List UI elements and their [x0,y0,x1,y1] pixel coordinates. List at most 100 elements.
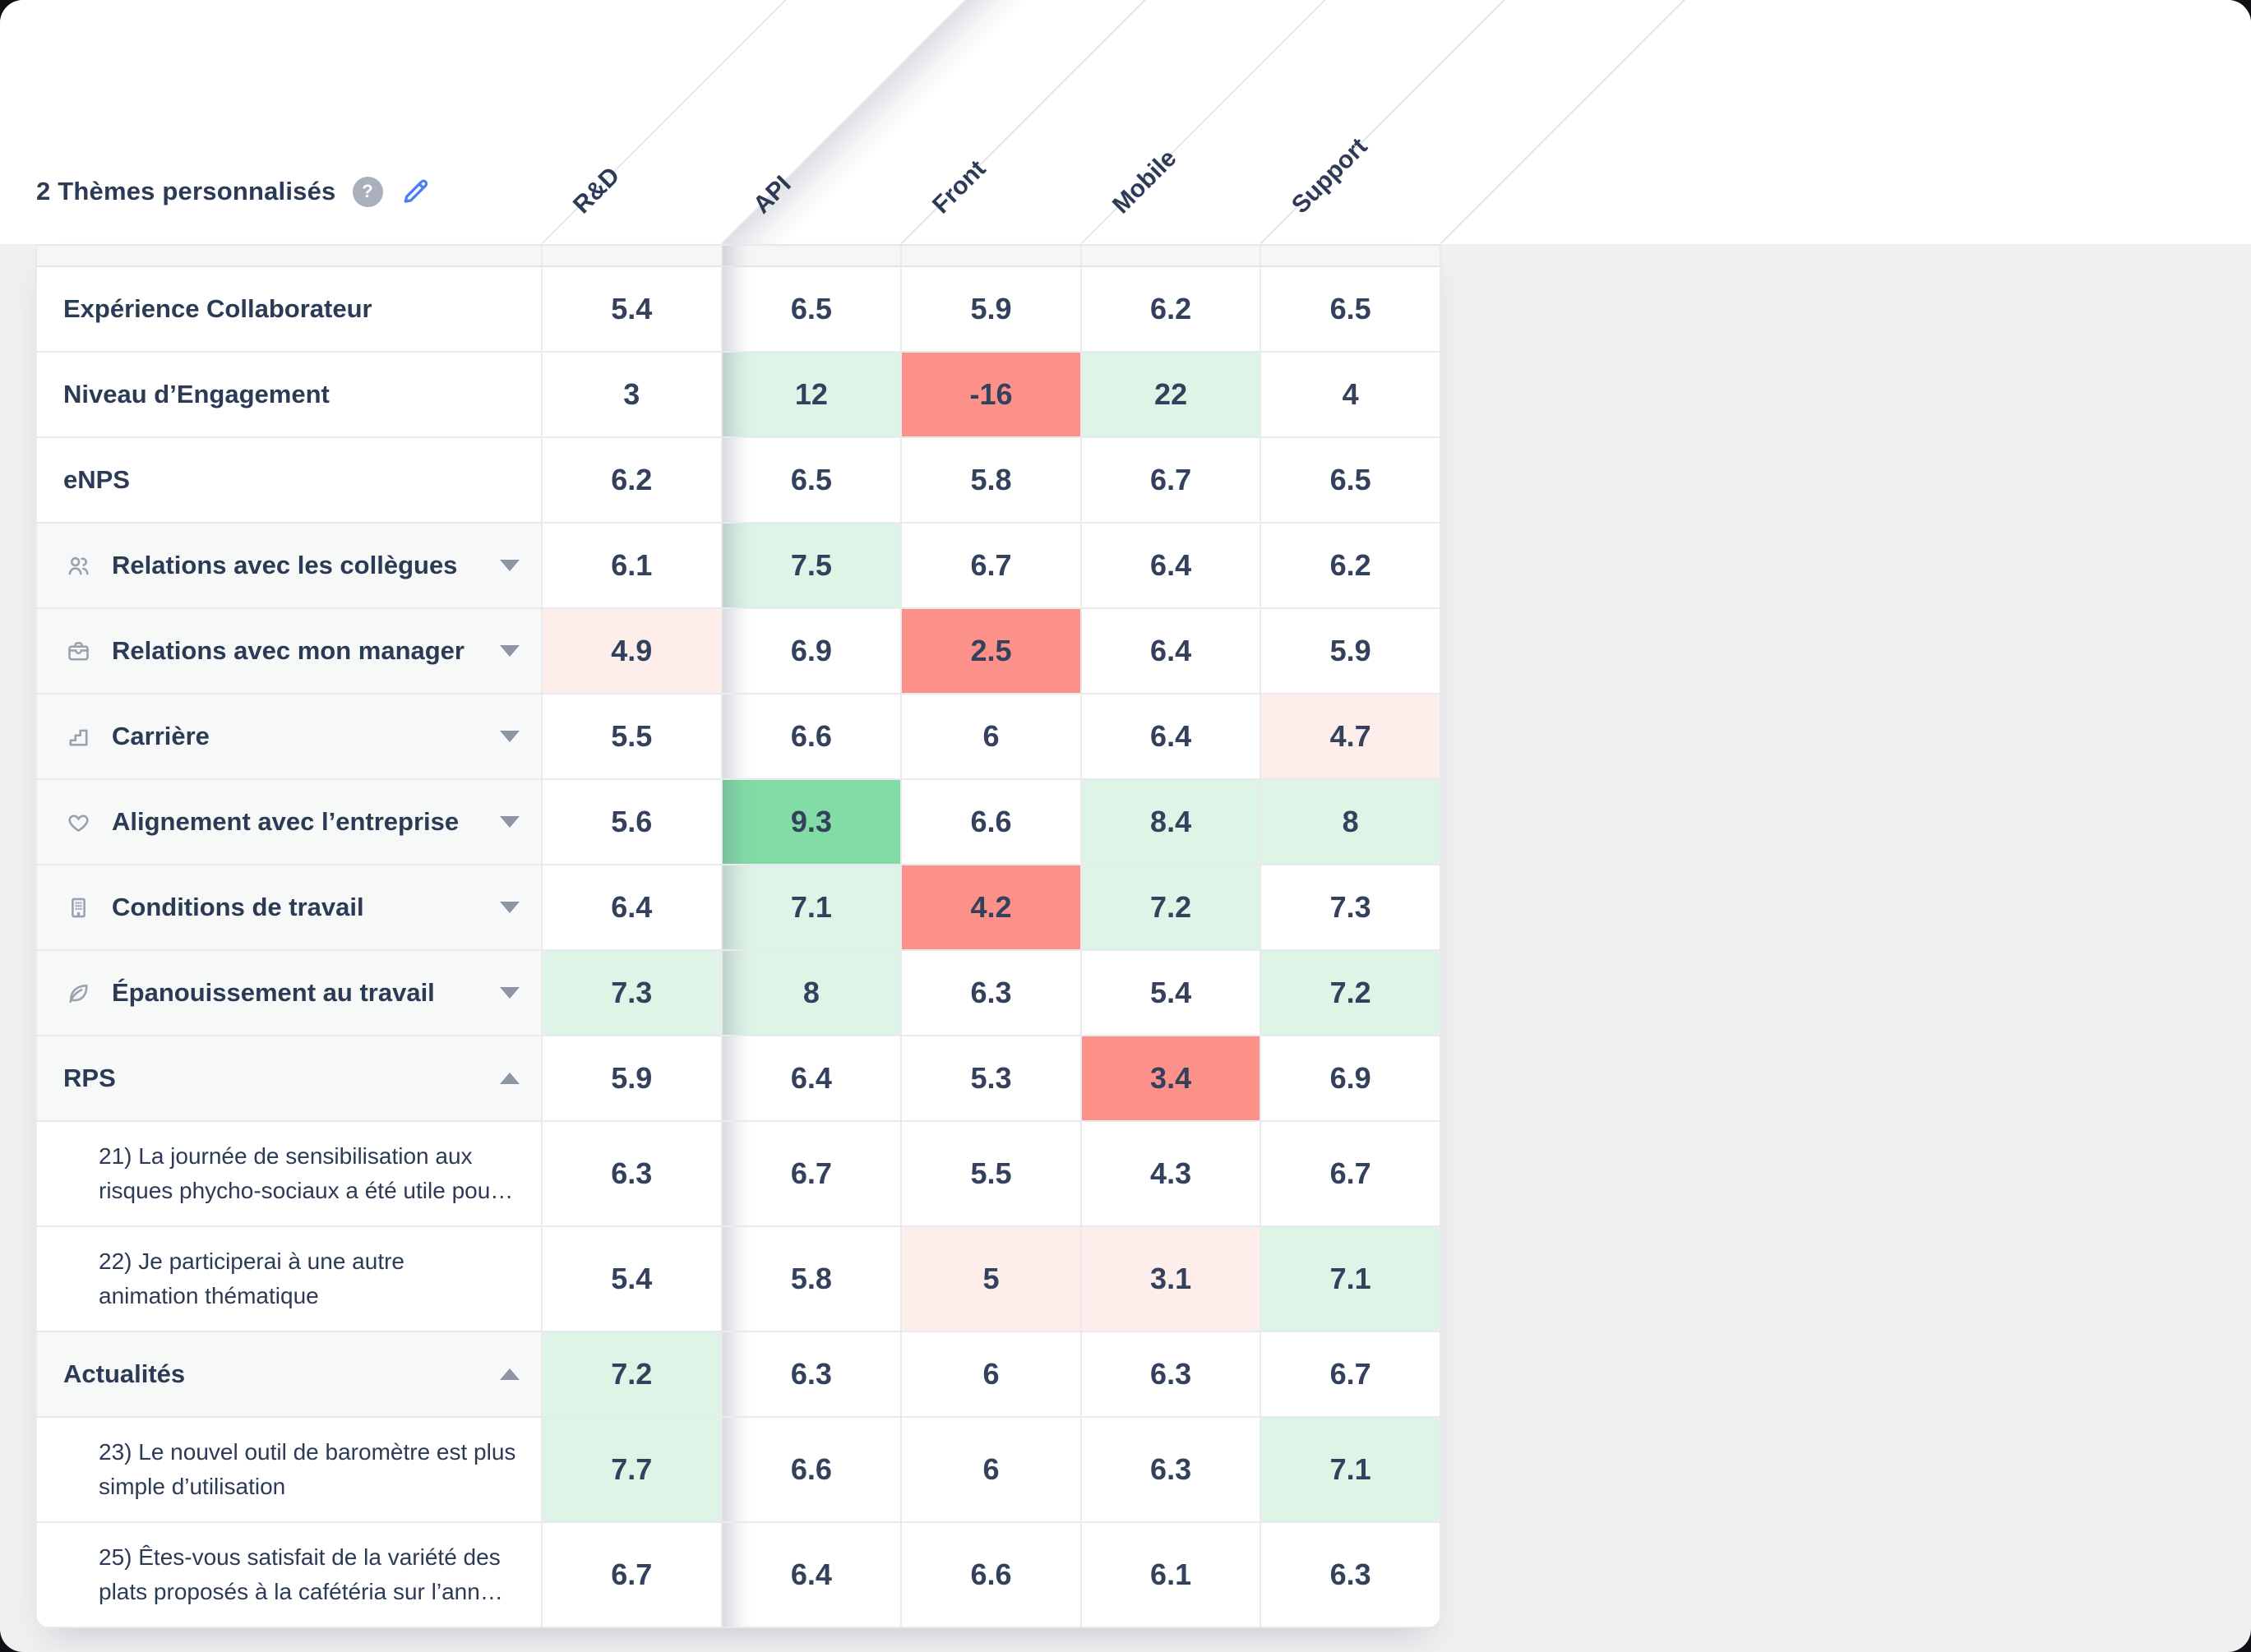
score-cell: 8 [1261,780,1441,865]
row-label: Carrière [112,722,210,750]
score-cell: 7.2 [543,1332,723,1418]
row-label: RPS [63,1064,116,1092]
partial-score-cell [902,246,1082,267]
row-label: Actualités [63,1359,186,1388]
score-cell: 6.7 [543,1523,723,1628]
score-cell: 3.1 [1081,1227,1262,1332]
score-cell: 4.7 [1261,694,1441,780]
row-label-cell[interactable]: Relations avec mon manager [35,609,543,694]
people-icon [66,553,91,579]
triangle-up-icon[interactable] [500,1368,520,1380]
partial-score-cell [722,246,903,267]
row-label-cell[interactable]: Épanouissement au travail [35,951,543,1036]
row-label-cell: Niveau d’Engagement [35,353,543,438]
score-cell: 6.7 [1261,1122,1441,1227]
score-cell: 5.5 [902,1122,1082,1227]
table-row: Carrière 5.5 6.6 6 6.4 4.7 [35,694,1441,780]
page-title: 2 Thèmes personnalisés [36,177,336,205]
partial-score-cell [543,246,723,267]
row-label: 21) La journée de sensibilisation aux ri… [99,1143,514,1203]
score-cell: 7.3 [1261,865,1441,951]
score-cell: 5.4 [543,267,723,353]
score-cell: 6.4 [722,1523,903,1628]
score-cell: 7.2 [1261,951,1441,1036]
table-row: Expérience Collaborateur 5.4 6.5 5.9 6.2 6.5 [35,267,1441,353]
help-icon[interactable]: ? [352,176,383,207]
score-cell: 6.6 [722,694,903,780]
row-label-cell: eNPS [35,438,543,524]
score-cell: 6.3 [1261,1523,1441,1628]
score-cell: 6.7 [1261,1332,1441,1418]
row-label-cell[interactable]: Carrière [35,694,543,780]
score-cell: 12 [722,353,903,438]
score-cell: 7.7 [543,1418,723,1523]
score-cell: 6.4 [1081,609,1262,694]
score-cell: 5 [902,1227,1082,1332]
score-cell: 5.5 [543,694,723,780]
score-cell: 6.2 [1261,524,1441,609]
score-cell: 22 [1081,353,1262,438]
score-cell: 5.4 [543,1227,723,1332]
row-label: 22) Je participerai à une autre animatio… [99,1248,404,1308]
table-row: eNPS 6.2 6.5 5.8 6.7 6.5 [35,438,1441,524]
score-cell: 6 [902,1418,1082,1523]
row-label: Épanouissement au travail [112,978,435,1007]
edit-pencil-icon[interactable] [400,176,431,207]
score-cell: 6.4 [722,1036,903,1122]
table-row: Niveau d’Engagement 3 12 -16 22 4 [35,353,1441,438]
score-cell: 3 [543,353,723,438]
row-label: 23) Le nouvel outil de baromètre est plu… [99,1439,516,1499]
table-row: 23) Le nouvel outil de baromètre est plu… [35,1418,1441,1523]
score-cell: 6.4 [1081,524,1262,609]
score-cell: 5.8 [722,1227,903,1332]
row-label-cell[interactable]: Conditions de travail [35,865,543,951]
score-cell: 5.9 [902,267,1082,353]
score-cell: 6.3 [1081,1332,1262,1418]
column-header-r-d: R&D [567,161,626,219]
row-label-cell[interactable]: RPS [35,1036,543,1122]
row-label: Relations avec les collègues [112,551,458,579]
heatmap-table: Expérience Collaborateur 5.4 6.5 5.9 6.2 6.5 N… [35,244,1441,1628]
score-cell: 7.1 [722,865,903,951]
row-label-cell[interactable]: Actualités [35,1332,543,1418]
score-cell: 6.5 [1261,438,1441,524]
score-cell: 6.6 [902,780,1082,865]
score-cell: 6.5 [722,438,903,524]
score-cell: 6.9 [722,609,903,694]
score-cell: 2.5 [902,609,1082,694]
triangle-down-icon[interactable] [500,645,520,657]
row-label-cell[interactable]: Relations avec les collègues [35,524,543,609]
row-label-cell[interactable]: Alignement avec l’entreprise [35,780,543,865]
score-cell: 6.1 [1081,1523,1262,1628]
triangle-down-icon[interactable] [500,816,520,828]
score-cell: 6.9 [1261,1036,1441,1122]
row-label-cell: 23) Le nouvel outil de baromètre est plu… [35,1418,543,1523]
score-cell: 5.8 [902,438,1082,524]
partial-score-cell [1081,246,1262,267]
score-cell: 6.3 [1081,1418,1262,1523]
row-label-cell: Expérience Collaborateur [35,267,543,353]
stairs-icon [66,724,91,750]
score-cell: 9.3 [722,780,903,865]
table-row: 22) Je participerai à une autre animatio… [35,1227,1441,1332]
score-cell: 3.4 [1081,1036,1262,1122]
triangle-down-icon[interactable] [500,560,520,571]
score-cell: 6.2 [1081,267,1262,353]
partial-score-cell [1261,246,1441,267]
score-cell: 5.4 [1081,951,1262,1036]
score-cell: 6.4 [543,865,723,951]
partial-label-cell [35,246,543,267]
score-cell: 6.7 [902,524,1082,609]
row-label: eNPS [63,465,130,494]
score-cell: 5.6 [543,780,723,865]
score-cell: 6.3 [902,951,1082,1036]
partial-row-top [35,246,1441,267]
score-cell: 6 [902,694,1082,780]
triangle-down-icon[interactable] [500,902,520,913]
triangle-down-icon[interactable] [500,987,520,999]
triangle-up-icon[interactable] [500,1073,520,1084]
triangle-down-icon[interactable] [500,731,520,742]
table-row: RPS 5.9 6.4 5.3 3.4 6.9 [35,1036,1441,1122]
score-cell: 7.1 [1261,1227,1441,1332]
